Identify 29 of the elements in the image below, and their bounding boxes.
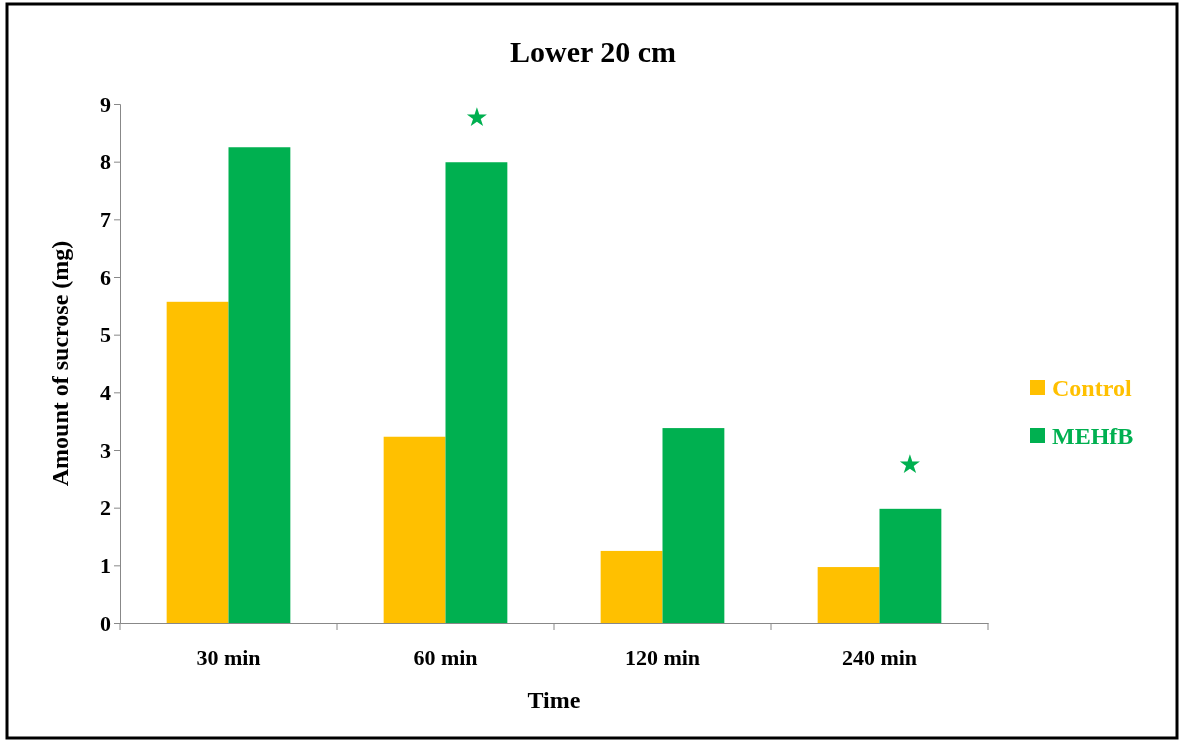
y-axis-title: Amount of sucrose (mg) xyxy=(47,240,73,487)
y-tick-label: 5 xyxy=(100,322,111,348)
bar xyxy=(228,147,291,623)
bar xyxy=(166,301,229,623)
annotation: ★ xyxy=(465,102,489,133)
y-tick-label: 3 xyxy=(100,437,111,463)
legend-label: Control xyxy=(1052,375,1132,402)
bar xyxy=(879,508,942,623)
legend-label: MEHfB xyxy=(1052,423,1134,450)
x-tick-label: 60 min xyxy=(413,644,478,670)
x-axis-title: Time xyxy=(527,687,581,713)
y-tick-label: 9 xyxy=(100,91,111,117)
x-tick-label: 120 min xyxy=(624,644,701,670)
bar xyxy=(383,436,446,623)
bar xyxy=(662,428,725,623)
y-tick-label: 8 xyxy=(100,149,111,175)
annotation: ★ xyxy=(898,449,922,480)
y-tick-label: 2 xyxy=(100,495,111,521)
y-tick-label: 0 xyxy=(100,610,111,636)
y-tick-label: 4 xyxy=(100,379,111,405)
y-tick-label: 7 xyxy=(100,206,111,232)
chart-title: Lower 20 cm xyxy=(509,35,677,68)
x-tick-label: 240 min xyxy=(841,644,918,670)
bar xyxy=(600,550,663,623)
x-tick-label: 30 min xyxy=(196,644,261,670)
bar xyxy=(817,567,880,623)
y-tick-label: 6 xyxy=(100,264,111,290)
y-tick-label: 1 xyxy=(100,552,111,578)
bar xyxy=(445,162,508,623)
